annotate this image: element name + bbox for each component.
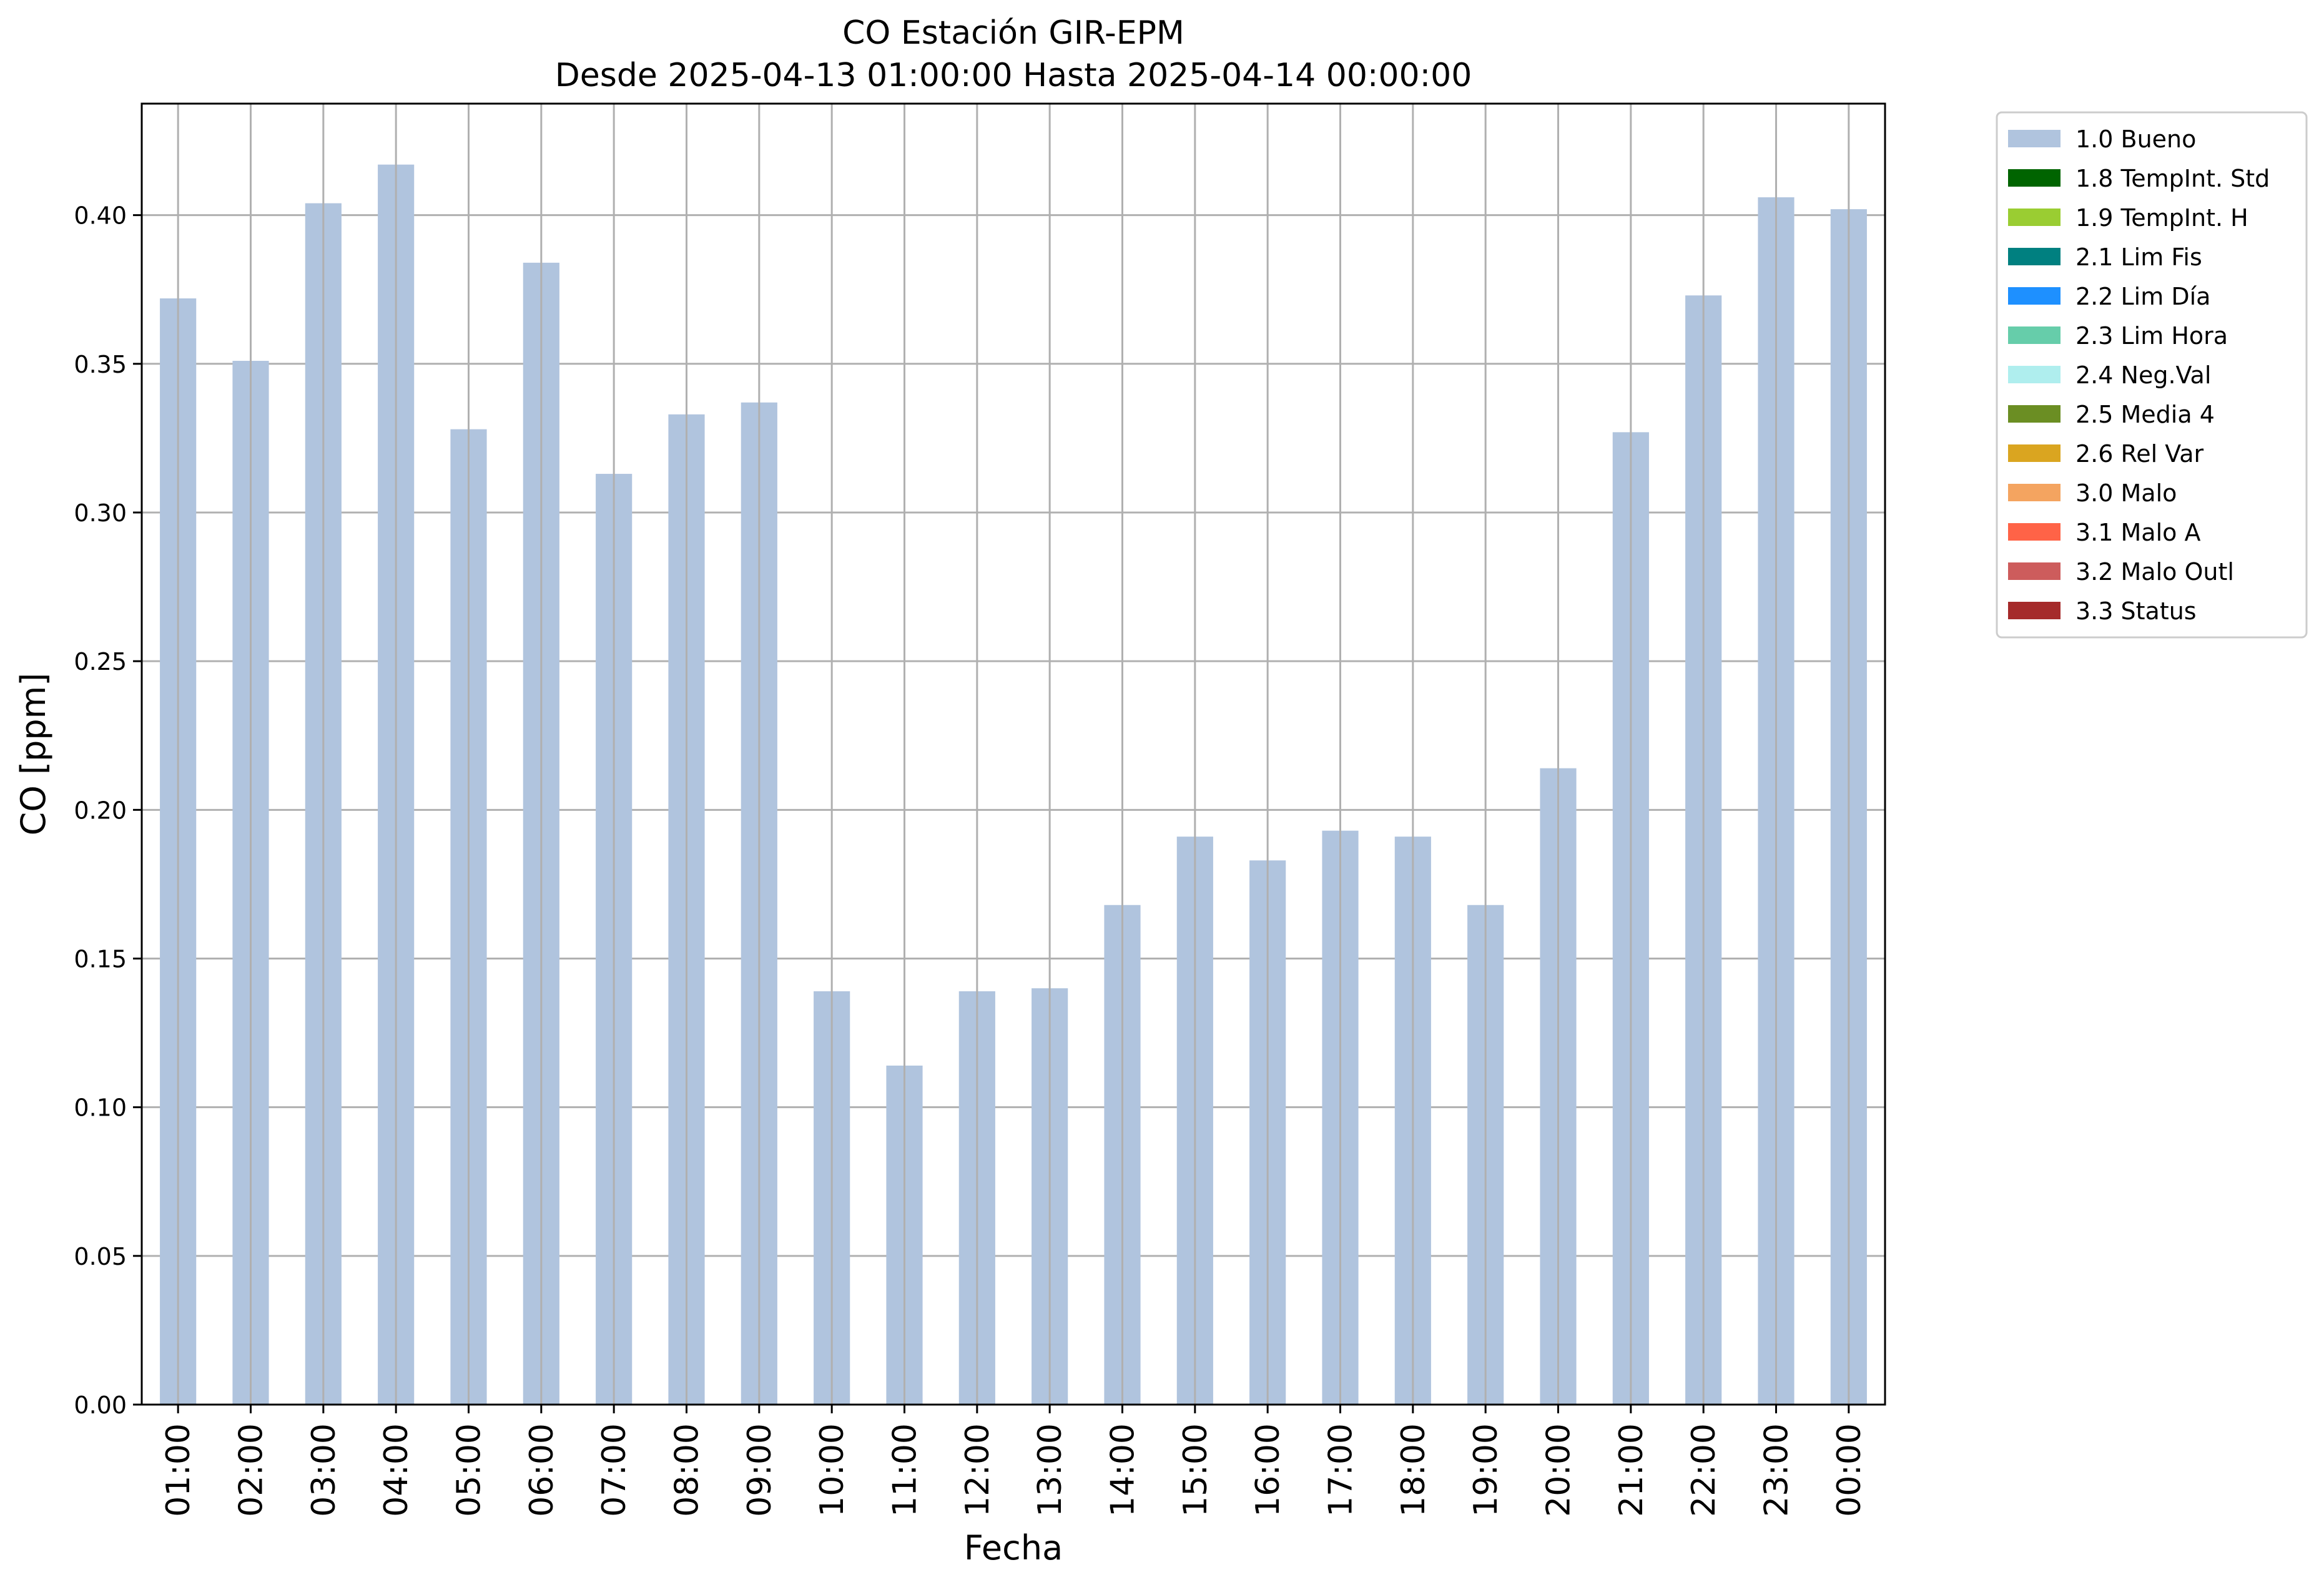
legend-label: 2.5 Media 4 bbox=[2075, 401, 2215, 428]
x-tick-label: 15:00 bbox=[1177, 1423, 1214, 1517]
x-axis-label: Fecha bbox=[964, 1528, 1063, 1568]
legend-label: 2.3 Lim Hora bbox=[2075, 322, 2228, 350]
y-tick-label: 0.25 bbox=[74, 648, 127, 675]
x-tick-label: 19:00 bbox=[1467, 1423, 1505, 1517]
legend-swatch bbox=[2008, 209, 2061, 226]
x-tick-label: 07:00 bbox=[596, 1423, 633, 1517]
x-tick-label: 03:00 bbox=[305, 1423, 343, 1517]
x-tick-label: 21:00 bbox=[1613, 1423, 1650, 1517]
legend-label: 1.0 Bueno bbox=[2075, 125, 2196, 153]
legend-label: 3.3 Status bbox=[2075, 597, 2197, 625]
x-axis: 01:00 02:00 03:00 04:00 05:00 06:00 07:00 08:00… bbox=[160, 1405, 1868, 1517]
legend-swatch bbox=[2008, 444, 2061, 462]
legend-swatch bbox=[2008, 326, 2061, 344]
legend-swatch bbox=[2008, 405, 2061, 423]
chart-title: CO Estación GIR-EPM bbox=[842, 14, 1184, 52]
legend-swatch bbox=[2008, 366, 2061, 383]
y-tick-label: 0.15 bbox=[74, 945, 127, 973]
x-tick-label: 16:00 bbox=[1249, 1423, 1287, 1517]
legend-label: 2.2 Lim Día bbox=[2075, 283, 2210, 310]
legend-swatch bbox=[2008, 562, 2061, 580]
x-tick-label: 22:00 bbox=[1685, 1423, 1723, 1517]
x-tick-label: 02:00 bbox=[233, 1423, 270, 1517]
x-tick-label: 10:00 bbox=[814, 1423, 851, 1517]
y-axis: 0.00 0.05 0.10 0.15 0.20 0.25 0.30 0.35 0.40 bbox=[74, 202, 142, 1419]
x-tick-label: 00:00 bbox=[1831, 1423, 1868, 1517]
legend-label: 2.1 Lim Fis bbox=[2075, 243, 2202, 271]
y-axis-label: CO [ppm] bbox=[14, 673, 53, 836]
legend-label: 1.9 TempInt. H bbox=[2075, 204, 2248, 232]
x-tick-label: 18:00 bbox=[1395, 1423, 1432, 1517]
plot-frame bbox=[140, 102, 1886, 1406]
legend-swatch bbox=[2008, 523, 2061, 541]
y-tick-label: 0.00 bbox=[74, 1391, 127, 1419]
x-tick-label: 17:00 bbox=[1322, 1423, 1360, 1517]
legend-swatch bbox=[2008, 602, 2061, 619]
y-tick-label: 0.20 bbox=[74, 797, 127, 824]
y-tick-label: 0.35 bbox=[74, 351, 127, 378]
legend-swatch bbox=[2008, 287, 2061, 305]
x-tick-label: 14:00 bbox=[1105, 1423, 1142, 1517]
legend-label: 2.4 Neg.Val bbox=[2075, 361, 2211, 389]
x-tick-label: 05:00 bbox=[451, 1423, 488, 1517]
x-tick-label: 04:00 bbox=[378, 1423, 415, 1517]
x-tick-label: 06:00 bbox=[523, 1423, 561, 1517]
x-tick-label: 20:00 bbox=[1540, 1423, 1578, 1517]
chart-subtitle: Desde 2025-04-13 01:00:00 Hasta 2025-04-… bbox=[555, 57, 1472, 94]
x-tick-label: 13:00 bbox=[1032, 1423, 1069, 1517]
x-tick-label: 23:00 bbox=[1758, 1423, 1796, 1517]
y-tick-label: 0.30 bbox=[74, 499, 127, 527]
y-tick-label: 0.05 bbox=[74, 1243, 127, 1270]
legend-swatch bbox=[2008, 248, 2061, 265]
legend-swatch bbox=[2008, 130, 2061, 147]
x-tick-label: 11:00 bbox=[887, 1423, 924, 1517]
x-tick-label: 12:00 bbox=[959, 1423, 997, 1517]
legend-label: 1.8 TempInt. Std bbox=[2075, 165, 2270, 192]
grid-layer bbox=[142, 214, 1885, 1406]
legend-frame bbox=[1996, 111, 2308, 639]
legend-swatch bbox=[2008, 169, 2061, 187]
legend-label: 3.0 Malo bbox=[2075, 479, 2177, 507]
y-tick-label: 0.40 bbox=[74, 202, 127, 230]
grid-front-layer bbox=[177, 104, 1850, 1405]
y-tick-label: 0.10 bbox=[74, 1094, 127, 1122]
x-tick-label: 01:00 bbox=[160, 1423, 197, 1517]
x-tick-label: 09:00 bbox=[741, 1423, 779, 1517]
legend-label: 3.2 Malo Outl bbox=[2075, 558, 2234, 586]
legend: 1.0 Bueno 1.8 TempInt. Std 1.9 TempInt. H 2… bbox=[1996, 111, 2308, 639]
legend-swatch bbox=[2008, 484, 2061, 501]
x-tick-label: 08:00 bbox=[669, 1423, 706, 1517]
legend-label: 3.1 Malo A bbox=[2075, 519, 2200, 546]
legend-label: 2.6 Rel Var bbox=[2075, 440, 2204, 468]
